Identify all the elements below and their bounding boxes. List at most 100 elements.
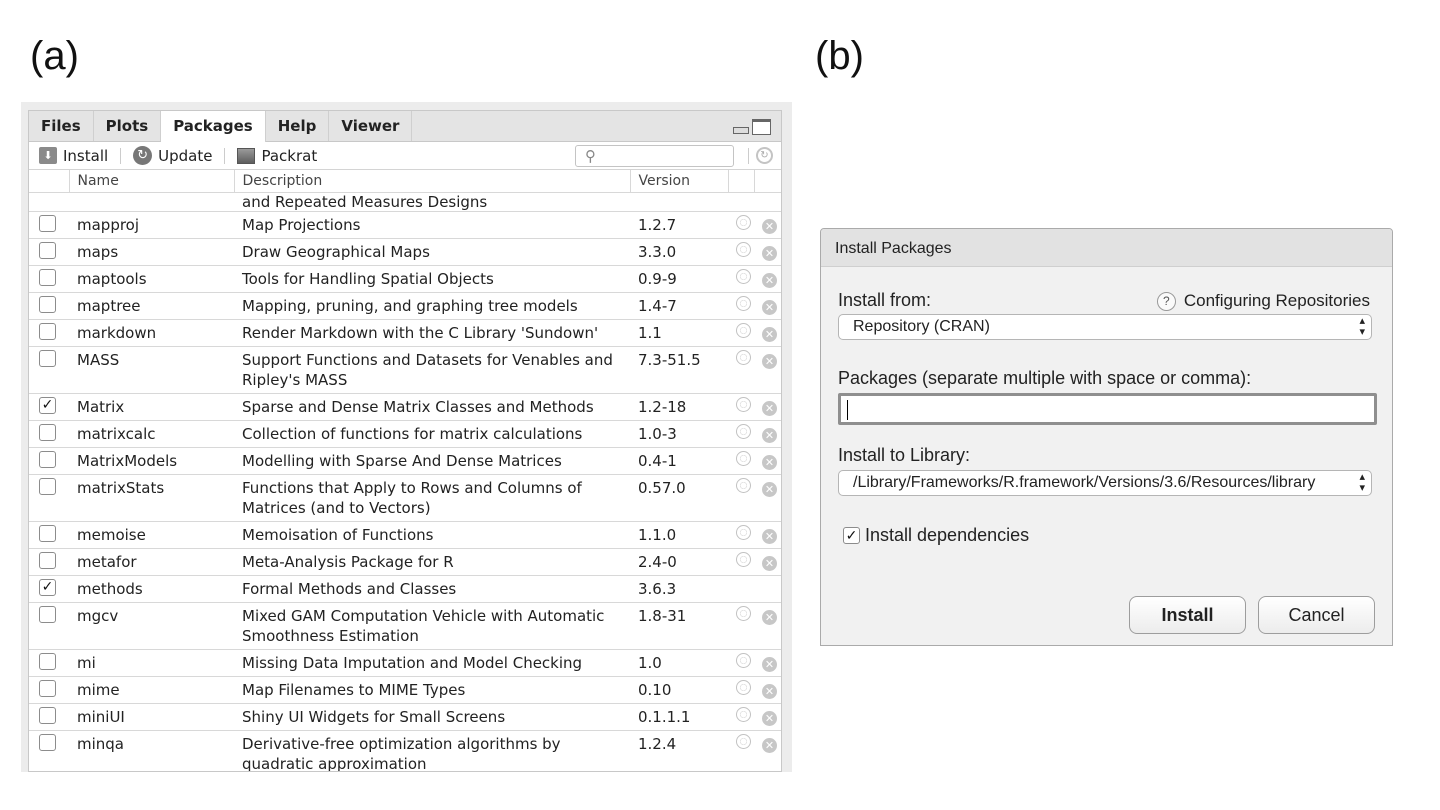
remove-package-icon[interactable]: ✕ bbox=[762, 738, 777, 753]
packrat-button[interactable]: Packrat bbox=[237, 147, 317, 165]
install-dependencies-checkbox-row[interactable]: ✓ Install dependencies bbox=[843, 525, 1029, 546]
globe-icon[interactable] bbox=[736, 397, 751, 412]
install-from-select[interactable]: Repository (CRAN) ▴ ▾ bbox=[838, 314, 1372, 340]
column-header-description[interactable]: Description bbox=[234, 170, 631, 193]
install-button[interactable]: ⬇ Install bbox=[39, 147, 108, 165]
package-loaded-checkbox[interactable] bbox=[39, 525, 56, 542]
install-button[interactable]: Install bbox=[1129, 596, 1246, 634]
remove-package-icon[interactable]: ✕ bbox=[762, 219, 777, 234]
remove-package-icon[interactable]: ✕ bbox=[762, 273, 777, 288]
package-loaded-checkbox[interactable] bbox=[39, 478, 56, 495]
remove-package-icon[interactable]: ✕ bbox=[762, 529, 777, 544]
package-loaded-checkbox[interactable] bbox=[39, 653, 56, 670]
package-name[interactable]: matrixStats bbox=[69, 474, 234, 522]
remove-package-icon[interactable]: ✕ bbox=[762, 482, 777, 497]
package-loaded-checkbox[interactable] bbox=[39, 552, 56, 569]
package-name[interactable]: maptree bbox=[69, 292, 234, 320]
package-name[interactable]: miniUI bbox=[69, 703, 234, 731]
globe-icon[interactable] bbox=[736, 269, 751, 284]
globe-icon[interactable] bbox=[736, 323, 751, 338]
package-name[interactable]: memoise bbox=[69, 521, 234, 549]
column-header-version[interactable]: Version bbox=[630, 170, 729, 193]
package-description: Map Filenames to MIME Types bbox=[234, 676, 630, 704]
package-name[interactable]: markdown bbox=[69, 319, 234, 347]
globe-icon[interactable] bbox=[736, 525, 751, 540]
package-loaded-checkbox[interactable] bbox=[39, 323, 56, 340]
package-name[interactable]: matrixcalc bbox=[69, 420, 234, 448]
package-loaded-checkbox[interactable] bbox=[39, 242, 56, 259]
package-loaded-checkbox[interactable] bbox=[39, 707, 56, 724]
package-loaded-checkbox[interactable] bbox=[39, 269, 56, 286]
tab-plots[interactable]: Plots bbox=[94, 111, 162, 141]
library-select[interactable]: /Library/Frameworks/R.framework/Versions… bbox=[838, 470, 1372, 496]
globe-icon[interactable] bbox=[736, 424, 751, 439]
package-name[interactable]: mime bbox=[69, 676, 234, 704]
package-loaded-checkbox[interactable] bbox=[39, 734, 56, 751]
globe-icon[interactable] bbox=[736, 242, 751, 257]
column-header-name[interactable]: Name bbox=[69, 170, 235, 193]
remove-package-icon[interactable]: ✕ bbox=[762, 556, 777, 571]
globe-icon[interactable] bbox=[736, 478, 751, 493]
remove-package-icon[interactable]: ✕ bbox=[762, 657, 777, 672]
package-name[interactable]: mi bbox=[69, 649, 234, 677]
update-button[interactable]: ↻ Update bbox=[133, 146, 212, 165]
globe-icon[interactable] bbox=[736, 451, 751, 466]
package-name[interactable]: mgcv bbox=[69, 602, 234, 650]
remove-package-icon[interactable]: ✕ bbox=[762, 428, 777, 443]
tab-packages[interactable]: Packages bbox=[161, 111, 266, 142]
package-loaded-checkbox[interactable] bbox=[39, 296, 56, 313]
package-name[interactable]: mapproj bbox=[69, 211, 234, 239]
row-web-cell bbox=[728, 649, 754, 677]
package-name[interactable]: MASS bbox=[69, 346, 234, 394]
globe-icon[interactable] bbox=[736, 350, 751, 365]
package-name[interactable]: methods bbox=[69, 575, 234, 603]
package-loaded-checkbox[interactable] bbox=[39, 215, 56, 232]
package-version: 1.1 bbox=[630, 319, 728, 347]
package-loaded-checkbox[interactable]: ✓ bbox=[39, 397, 56, 414]
package-loaded-checkbox[interactable]: ✓ bbox=[39, 579, 56, 596]
package-loaded-checkbox[interactable] bbox=[39, 350, 56, 367]
remove-package-icon[interactable]: ✕ bbox=[762, 455, 777, 470]
globe-icon[interactable] bbox=[736, 296, 751, 311]
tab-viewer[interactable]: Viewer bbox=[329, 111, 413, 141]
package-name[interactable]: maptools bbox=[69, 265, 234, 293]
packages-input[interactable] bbox=[838, 393, 1377, 425]
globe-icon[interactable] bbox=[736, 653, 751, 668]
package-loaded-checkbox[interactable] bbox=[39, 424, 56, 441]
refresh-icon[interactable]: ↻ bbox=[756, 147, 773, 164]
remove-package-icon[interactable]: ✕ bbox=[762, 300, 777, 315]
table-row: markdown Render Markdown with the C Libra… bbox=[29, 319, 781, 347]
install-dependencies-checkbox[interactable]: ✓ bbox=[843, 527, 860, 544]
package-loaded-checkbox[interactable] bbox=[39, 451, 56, 468]
search-input[interactable]: ⚲ bbox=[575, 145, 734, 167]
tab-help[interactable]: Help bbox=[266, 111, 330, 141]
globe-icon[interactable] bbox=[736, 215, 751, 230]
remove-package-icon[interactable]: ✕ bbox=[762, 711, 777, 726]
package-name[interactable]: MatrixModels bbox=[69, 447, 234, 475]
package-name[interactable]: maps bbox=[69, 238, 234, 266]
package-loaded-checkbox[interactable] bbox=[39, 606, 56, 623]
globe-icon[interactable] bbox=[736, 707, 751, 722]
cancel-button[interactable]: Cancel bbox=[1258, 596, 1375, 634]
package-loaded-checkbox[interactable] bbox=[39, 680, 56, 697]
remove-package-icon[interactable]: ✕ bbox=[762, 354, 777, 369]
remove-package-icon[interactable]: ✕ bbox=[762, 401, 777, 416]
row-checkbox-cell: ✓ bbox=[29, 393, 69, 421]
remove-package-icon[interactable]: ✕ bbox=[762, 610, 777, 625]
globe-icon[interactable] bbox=[736, 734, 751, 749]
minimize-pane-icon[interactable] bbox=[733, 126, 749, 134]
maximize-pane-icon[interactable] bbox=[752, 119, 771, 135]
remove-package-icon[interactable]: ✕ bbox=[762, 246, 777, 261]
globe-icon[interactable] bbox=[736, 606, 751, 621]
remove-package-icon[interactable]: ✕ bbox=[762, 327, 777, 342]
globe-icon[interactable] bbox=[736, 552, 751, 567]
row-remove-cell: ✕ bbox=[754, 393, 781, 421]
configuring-repositories-link[interactable]: ? Configuring Repositories bbox=[1156, 291, 1370, 311]
tab-files[interactable]: Files bbox=[29, 111, 94, 141]
package-name[interactable]: Matrix bbox=[69, 393, 234, 421]
globe-icon[interactable] bbox=[736, 680, 751, 695]
package-name[interactable]: minqa bbox=[69, 730, 234, 771]
row-web-cell bbox=[728, 474, 754, 522]
package-name[interactable]: metafor bbox=[69, 548, 234, 576]
remove-package-icon[interactable]: ✕ bbox=[762, 684, 777, 699]
